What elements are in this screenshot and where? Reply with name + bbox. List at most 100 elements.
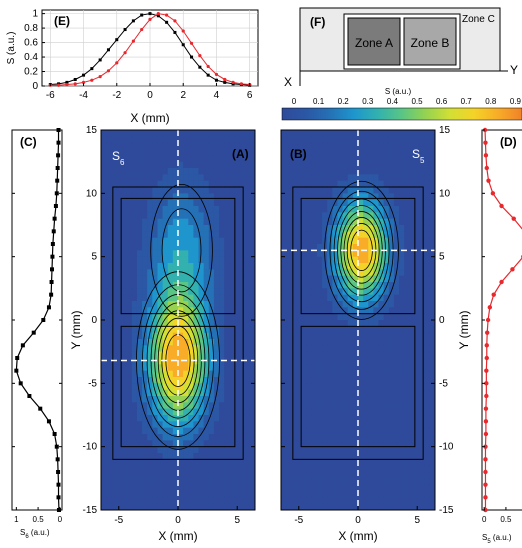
panel-b-cell [378, 130, 385, 137]
panel-a-cell [178, 161, 184, 169]
panel-b-cell [301, 446, 308, 454]
panel-b-cell [378, 434, 385, 441]
panel-a-cell [136, 168, 143, 175]
panel-b-cell [316, 142, 323, 150]
panel-b-cell [358, 408, 364, 416]
panel-a-cell [167, 484, 174, 492]
panel-b-cell [306, 326, 313, 334]
panel-b-cell [373, 237, 380, 245]
panel-b-cell [383, 301, 390, 308]
panel-a-cell [249, 408, 255, 416]
panel-a-cell [162, 225, 169, 232]
panel-b-cell [327, 307, 333, 315]
panel-a-cell [219, 168, 225, 175]
panel-b-cell [399, 199, 405, 207]
panel-b-cell [306, 288, 313, 296]
panel-a-cell [126, 237, 133, 245]
panel-a-cell [172, 339, 179, 346]
panel-b-cell [393, 377, 400, 384]
panel-a-cell [126, 149, 133, 156]
panel-b-cell [322, 161, 328, 169]
panel-b-cell [291, 225, 297, 232]
panel-b-cell [393, 339, 400, 346]
panel-b-cell [316, 218, 323, 226]
panel-b-cell [301, 326, 308, 334]
panel-a-cell [224, 307, 230, 315]
panel-b-cell [327, 364, 333, 372]
panel-a-cell [249, 187, 255, 194]
panel-a-cell [229, 225, 236, 232]
panel-a-cell [116, 130, 123, 137]
panel-a-cell [147, 231, 153, 239]
panel-a-cell [167, 193, 174, 201]
panel-a-cell [167, 503, 174, 510]
panel-a-cell [249, 161, 255, 169]
panel-a-cell [224, 250, 230, 258]
panel-b-cell [363, 503, 369, 510]
panel-a-cell [198, 453, 205, 460]
panel-a-cell [208, 339, 215, 346]
panel-b-cell [347, 142, 354, 150]
panel-a-cell [193, 263, 200, 270]
panel-a-cell [234, 402, 241, 410]
panel-e-xtick-label: -4 [79, 90, 88, 101]
panel-a-cell [147, 256, 153, 264]
panel-a-cell [157, 320, 164, 327]
panel-a-cell [152, 503, 159, 510]
panel-b-cell [301, 149, 308, 156]
panel-b-cell [383, 187, 390, 194]
panel-b-cell [404, 383, 410, 391]
panel-b-cell [281, 250, 287, 258]
panel-a-cell [111, 168, 117, 175]
panel-a-cell [219, 231, 225, 239]
panel-a-cell [203, 415, 210, 422]
panel-a-cell [121, 503, 128, 510]
panel-b-cell [419, 440, 426, 448]
panel-b-cell [347, 136, 354, 144]
panel-a-cell [126, 345, 133, 353]
panel-b-cell [388, 301, 395, 308]
panel-b-cell [311, 174, 318, 182]
panel-a-cell [213, 358, 220, 365]
panel-a-cell [178, 206, 184, 213]
panel-a-cell [249, 174, 255, 182]
panel-b-cell [378, 402, 385, 410]
panel-b-cell [429, 136, 435, 144]
panel-b-cell [388, 275, 395, 283]
panel-b-cell [404, 180, 410, 188]
panel-a-cell [147, 180, 153, 188]
panel-b-cell [311, 377, 318, 384]
panel-b-cell [316, 263, 323, 270]
panel-a-cell [147, 193, 153, 201]
panel-a-cell [244, 136, 251, 144]
panel-b-cell [286, 383, 292, 391]
panel-b-cell [363, 415, 369, 422]
panel-b-cell [373, 370, 380, 378]
panel-b-cell [286, 282, 292, 289]
panel-a-cell [234, 453, 241, 460]
panel-a-cell [152, 307, 159, 315]
panel-b-cell [388, 453, 395, 460]
panel-a-cell [203, 503, 210, 510]
panel-a-cell [213, 434, 220, 441]
panel-b-cell [347, 161, 354, 169]
panel-a-cell [188, 351, 194, 359]
panel-a-cell [172, 383, 179, 391]
panel-b-cell [429, 364, 435, 372]
panel-a-cell [142, 434, 148, 441]
panel-b-cell [429, 288, 435, 296]
panel-b-cell [358, 415, 364, 422]
panel-b-cell [378, 453, 385, 460]
panel-b-cell [347, 193, 354, 201]
panel-b-cell [429, 459, 435, 467]
panel-a-cell [126, 187, 133, 194]
panel-b-cell [342, 180, 349, 188]
panel-a-cell [157, 275, 164, 283]
panel-a-cell [224, 446, 230, 454]
panel-b-cell [363, 351, 369, 359]
panel-a-cell [111, 320, 117, 327]
panel-b-cell [393, 168, 400, 175]
panel-b-cell [399, 136, 405, 144]
panel-a-cell [106, 142, 112, 150]
panel-a-cell [178, 130, 184, 137]
